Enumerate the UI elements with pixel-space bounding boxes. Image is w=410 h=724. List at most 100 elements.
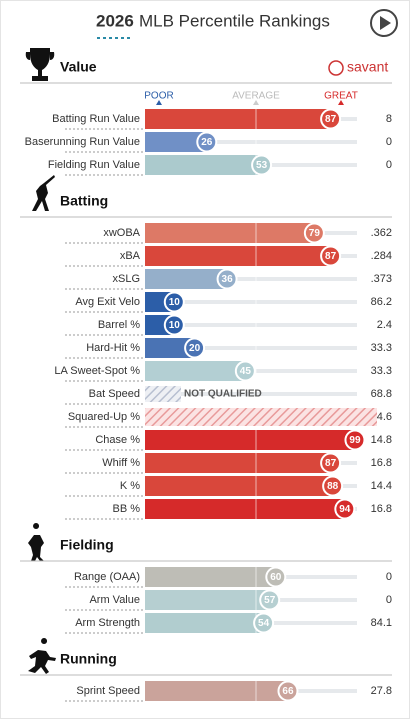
percentile-dot bbox=[320, 108, 342, 130]
percentile-value: 36 bbox=[222, 274, 234, 285]
brand: savant bbox=[328, 59, 388, 76]
percentile-value: 94 bbox=[339, 504, 351, 515]
track bbox=[145, 300, 357, 304]
percentile-value: 20 bbox=[189, 343, 201, 354]
percentile-dot bbox=[196, 131, 218, 153]
row-label: Chase % bbox=[95, 434, 140, 446]
percentile-bar bbox=[145, 223, 315, 243]
percentile-bar bbox=[145, 338, 195, 358]
row-stat: 33.3 bbox=[371, 365, 392, 377]
scale-arrow bbox=[253, 100, 259, 105]
percentile-bar bbox=[145, 613, 264, 633]
scale-poor: POOR bbox=[144, 91, 173, 102]
row-label: Sprint Speed bbox=[76, 685, 140, 697]
percentile-dot bbox=[277, 680, 299, 702]
row-label: Range (OAA) bbox=[74, 571, 140, 583]
percentile-bar bbox=[145, 246, 331, 266]
section-icon bbox=[32, 175, 55, 211]
percentile-value: 88 bbox=[327, 481, 339, 492]
percentile-bar bbox=[145, 476, 333, 496]
percentile-bar bbox=[145, 361, 246, 381]
section-title: Value bbox=[60, 59, 97, 75]
percentile-bar bbox=[145, 499, 345, 519]
percentile-bar bbox=[145, 453, 331, 473]
row-label: xBA bbox=[120, 250, 141, 262]
row-stat: 0 bbox=[386, 159, 392, 171]
percentile-dot bbox=[251, 154, 273, 176]
percentile-value: 10 bbox=[169, 297, 181, 308]
percentile-dot bbox=[163, 291, 185, 313]
percentile-dot bbox=[265, 566, 287, 588]
row-stat: 8 bbox=[386, 113, 392, 125]
row-label: xSLG bbox=[112, 273, 140, 285]
section-icon bbox=[28, 638, 56, 674]
percentile-bar bbox=[145, 590, 270, 610]
track bbox=[145, 277, 357, 281]
percentile-bar bbox=[145, 567, 276, 587]
play-button[interactable] bbox=[370, 9, 398, 37]
percentile-dot bbox=[334, 498, 356, 520]
percentile-bar bbox=[145, 109, 331, 129]
row-label: Bat Speed bbox=[89, 388, 140, 400]
row-label: Avg Exit Velo bbox=[75, 296, 140, 308]
track bbox=[145, 346, 357, 350]
row-stat: 68.8 bbox=[371, 388, 392, 400]
row-label: Hard-Hit % bbox=[86, 342, 140, 354]
row-stat: 0 bbox=[386, 594, 392, 606]
track bbox=[145, 323, 357, 327]
percentile-dot bbox=[320, 452, 342, 474]
track bbox=[145, 140, 357, 144]
percentile-dot bbox=[253, 612, 275, 634]
percentile-value: 53 bbox=[256, 160, 268, 171]
row-stat: .362 bbox=[371, 227, 392, 239]
percentile-dot bbox=[234, 360, 256, 382]
row-stat: 14.8 bbox=[371, 434, 392, 446]
track bbox=[145, 392, 357, 396]
percentile-bar bbox=[145, 269, 228, 289]
percentile-dot bbox=[259, 589, 281, 611]
percentile-value: 87 bbox=[325, 114, 337, 125]
row-stat: 14.4 bbox=[371, 480, 392, 492]
percentile-value: 26 bbox=[201, 137, 213, 148]
brand-name: savant bbox=[347, 59, 388, 75]
row-label: Barrel % bbox=[98, 319, 140, 331]
row-label: BB % bbox=[112, 503, 140, 515]
percentile-value: 45 bbox=[240, 366, 252, 377]
percentile-value: 99 bbox=[349, 435, 361, 446]
header-title: MLB Percentile Rankings bbox=[139, 11, 330, 30]
row-label: Fielding Run Value bbox=[48, 159, 140, 171]
hatched-bar bbox=[145, 408, 377, 426]
percentile-value: 10 bbox=[169, 320, 181, 331]
row-stat: 2.4 bbox=[377, 319, 392, 331]
percentile-dot bbox=[322, 475, 344, 497]
row-stat: 27.8 bbox=[371, 685, 392, 697]
row-stat: 0 bbox=[386, 136, 392, 148]
row-stat: 86.2 bbox=[371, 296, 392, 308]
percentile-dot bbox=[184, 337, 206, 359]
percentile-dot bbox=[320, 245, 342, 267]
row-label: Whiff % bbox=[102, 457, 140, 469]
percentile-dot bbox=[303, 222, 325, 244]
row-stat: 84.1 bbox=[371, 617, 392, 629]
row-label: xwOBA bbox=[103, 227, 140, 239]
row-label: Baserunning Run Value bbox=[25, 136, 140, 148]
percentile-value: 87 bbox=[325, 458, 337, 469]
header-year: 2026 bbox=[96, 11, 134, 30]
not-qualified-bar bbox=[145, 386, 181, 402]
section-title: Fielding bbox=[60, 537, 114, 553]
row-stat: 0 bbox=[386, 571, 392, 583]
percentile-value: 87 bbox=[325, 251, 337, 262]
row-label: K % bbox=[120, 480, 140, 492]
section-icon bbox=[25, 48, 55, 81]
row-label: Arm Strength bbox=[75, 617, 140, 629]
row-stat: 16.8 bbox=[371, 457, 392, 469]
percentile-bar bbox=[145, 430, 355, 450]
section-icon bbox=[28, 523, 44, 561]
row-label: Squared-Up % bbox=[68, 411, 140, 423]
percentile-value: 60 bbox=[270, 572, 282, 583]
row-stat: .284 bbox=[371, 250, 392, 262]
percentile-value: 66 bbox=[282, 686, 294, 697]
percentile-bar bbox=[145, 132, 207, 152]
scale-arrow bbox=[156, 100, 162, 105]
